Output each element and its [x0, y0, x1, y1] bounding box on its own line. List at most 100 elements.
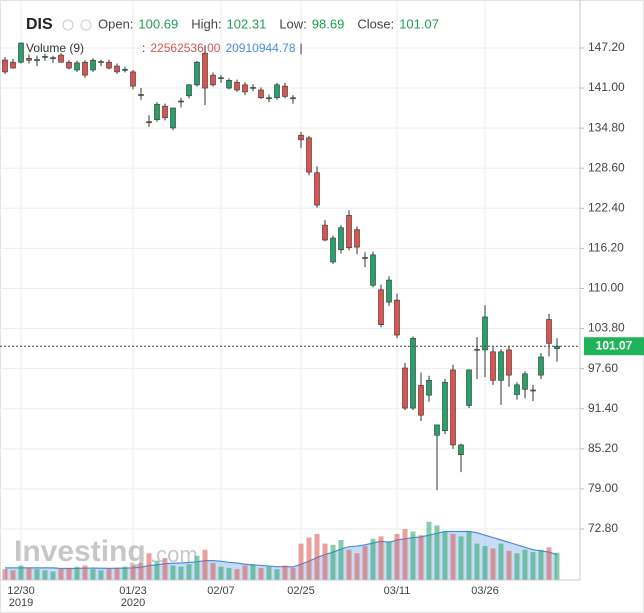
volume-bar: [66, 567, 72, 580]
x-tick-label: 03/26: [471, 585, 499, 597]
volume-bar: [178, 566, 184, 580]
volume-bar: [354, 553, 360, 580]
volume-bar: [426, 521, 432, 580]
volume-bar: [362, 546, 368, 580]
candle-body: [274, 84, 280, 99]
y-tick-label: 116.20: [588, 241, 624, 255]
header-label: Close:: [357, 16, 394, 31]
volume-bar: [202, 549, 208, 580]
candle-body: [50, 57, 56, 59]
volume-bar: [162, 558, 168, 580]
y-tick-label: 85.20: [588, 441, 618, 455]
volume-pane: [2, 521, 560, 580]
candle-body: [306, 137, 312, 173]
volume-bar: [290, 567, 296, 580]
volume-bar: [402, 529, 408, 580]
candle-body: [338, 227, 344, 250]
volume-bar: [170, 565, 176, 580]
candle-body: [226, 79, 232, 89]
volume-bar: [306, 537, 312, 580]
candle-body: [402, 367, 408, 409]
candle-body: [122, 69, 128, 71]
candle-body: [322, 224, 328, 241]
y-tick-label: 134.80: [588, 120, 625, 134]
candle-body: [370, 254, 376, 286]
volume-bar: [474, 543, 480, 580]
candle-body: [442, 381, 448, 432]
candle-body: [266, 97, 272, 100]
volume-bar: [210, 563, 216, 580]
candle-body: [234, 81, 240, 91]
y-tick-label: 147.20: [588, 40, 625, 54]
volume-bar: [538, 549, 544, 580]
last-price-tag: [584, 337, 644, 356]
candle-body: [498, 351, 504, 381]
candle-body: [58, 54, 64, 63]
x-tick-label: 02/07: [207, 585, 235, 597]
candle-body: [330, 237, 336, 263]
volume-bar: [386, 541, 392, 580]
candle-body: [106, 61, 112, 69]
volume-bar: [186, 564, 192, 580]
volume-bar: [146, 553, 152, 580]
candle-body: [418, 385, 424, 416]
volume-bar: [466, 531, 472, 580]
candle-body: [434, 424, 440, 436]
volume-bar: [138, 563, 144, 580]
volume-bar: [434, 525, 440, 580]
y-tick-label: 122.40: [588, 200, 625, 214]
volume-bar: [330, 544, 336, 580]
y-tick-label: 128.60: [588, 160, 625, 174]
candle-body: [146, 121, 152, 123]
candle-body: [194, 61, 200, 86]
candle-body: [410, 337, 416, 409]
candle-body: [298, 134, 304, 141]
volume-bar: [226, 567, 232, 580]
candle-body: [514, 384, 520, 395]
candle-body: [130, 71, 136, 87]
candle-body: [258, 89, 264, 99]
y-tick-label: 72.80: [588, 521, 618, 535]
volume-bar: [130, 565, 136, 580]
y-tick-label: 79.00: [588, 481, 618, 495]
candle-body: [354, 229, 360, 248]
volume-bar: [378, 536, 384, 580]
candle-body: [474, 348, 480, 351]
x-tick-label: 02/25: [287, 585, 315, 597]
volume-bar: [282, 565, 288, 580]
candle-body: [186, 84, 192, 97]
volume-legend-name: Volume (9): [26, 41, 84, 55]
volume-legend-ma: 20910944.78: [225, 41, 295, 55]
volume-bar: [154, 560, 160, 580]
volume-bar: [322, 543, 328, 580]
y-tick-label: 103.80: [588, 321, 625, 335]
volume-ma-line: [5, 530, 558, 570]
x-tick-label: 01/23: [119, 585, 147, 597]
volume-bar: [242, 565, 248, 580]
candle-body: [386, 279, 392, 303]
candle-body: [346, 215, 352, 249]
settings-icon[interactable]: [80, 19, 92, 31]
volume-bar: [482, 546, 488, 580]
candle-body: [426, 379, 432, 396]
y-tick-label: 97.60: [588, 361, 618, 375]
y-tick-label: 91.40: [588, 401, 618, 415]
volume-bar: [410, 531, 416, 580]
volume-bar: [90, 569, 96, 580]
candle-body: [82, 61, 88, 76]
volume-bar: [458, 536, 464, 580]
candle-body: [90, 59, 96, 71]
volume-bar: [554, 552, 560, 580]
volume-bar: [314, 533, 320, 580]
volume-legend-sep: :: [142, 41, 145, 55]
volume-bar: [274, 569, 280, 580]
eye-icon[interactable]: [62, 19, 74, 31]
candle-body: [530, 389, 536, 392]
volume-bar: [370, 538, 376, 580]
volume-legend-cursor: |: [300, 41, 303, 55]
candle-body: [162, 105, 168, 119]
candles: [2, 42, 560, 491]
volume-bar: [298, 543, 304, 580]
volume-bar: [2, 569, 8, 580]
